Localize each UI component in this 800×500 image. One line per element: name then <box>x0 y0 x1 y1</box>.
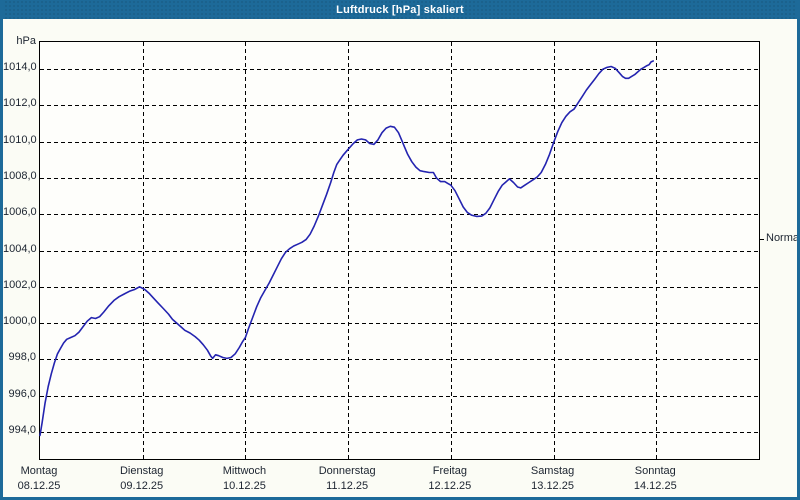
normal-annotation-label: Normal <box>766 231 800 244</box>
y-tick-label: 1006,0 <box>3 206 37 219</box>
y-tick-label: 1008,0 <box>3 169 37 182</box>
x-day-label: Mittwoch <box>222 465 267 477</box>
x-day-label: Montag <box>20 465 58 477</box>
x-day-label: Dienstag <box>119 465 164 477</box>
y-tick-label: 998,0 <box>8 351 36 364</box>
title-bar[interactable]: Luftdruck [hPa] skaliert <box>3 0 797 19</box>
y-tick-label: 1014,0 <box>3 61 37 74</box>
x-date-label: 14.12.25 <box>633 480 677 492</box>
y-axis-unit-label: hPa <box>16 35 36 47</box>
x-date-label: 10.12.25 <box>223 480 266 492</box>
y-tick-label: 1010,0 <box>3 133 37 146</box>
y-tick-label: 1012,0 <box>3 97 37 110</box>
x-date-label: 11.12.25 <box>326 480 369 492</box>
x-day-label: Sonntag <box>634 465 676 477</box>
plot-area <box>39 41 764 460</box>
window-title: Luftdruck [hPa] skaliert <box>336 3 464 16</box>
x-date-label: 13.12.25 <box>531 480 574 492</box>
y-tick-label: 996,0 <box>8 387 36 400</box>
y-tick-label: 1000,0 <box>3 315 37 328</box>
x-date-label: 09.12.25 <box>120 480 164 492</box>
x-day-label: Freitag <box>432 465 467 477</box>
pressure-line <box>39 60 655 437</box>
x-date-label: 12.12.25 <box>428 480 472 492</box>
x-date-label: 08.12.25 <box>17 480 61 492</box>
x-day-label: Samstag <box>530 465 575 477</box>
y-tick-label: 1002,0 <box>3 278 37 291</box>
plot-svg <box>39 42 764 459</box>
y-tick-label: 994,0 <box>8 423 36 436</box>
x-day-label: Donnerstag <box>318 465 376 477</box>
y-tick-label: 1004,0 <box>3 242 37 255</box>
